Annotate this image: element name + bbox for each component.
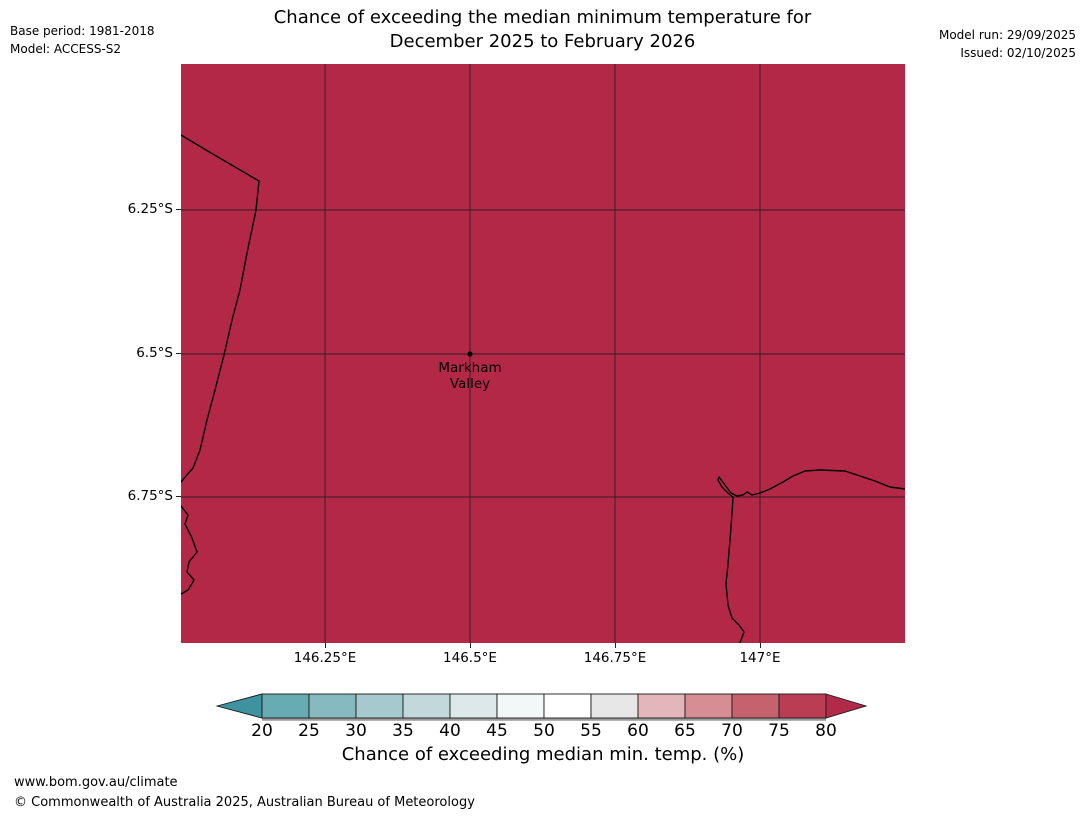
issued-note: Issued: 02/10/2025 (960, 46, 1076, 60)
colorbar-tick-label: 35 (392, 721, 414, 741)
lat-tick-6-75 (176, 496, 181, 497)
lat-tick-6-25 (176, 209, 181, 210)
annotation-top-right: Model run: 29/09/2025 Issued: 02/10/2025 (939, 26, 1076, 62)
colorbar-cell-45-50 (496, 693, 545, 719)
location-label-line1: Markham (438, 360, 501, 376)
colorbar-right-arrow (825, 693, 868, 719)
colorbar-cell-25-30 (308, 693, 357, 719)
colorbar (210, 690, 880, 724)
colorbar-tick-label: 40 (439, 721, 461, 741)
colorbar-tick-label: 65 (674, 721, 696, 741)
lon-tick-146-25 (325, 643, 326, 648)
lat-tick-6-5 (176, 353, 181, 354)
lat-tick-label-6-25: 6.25°S (127, 201, 173, 217)
colorbar-cell-65-70 (684, 693, 733, 719)
colorbar-title: Chance of exceeding median min. temp. (%… (341, 744, 745, 765)
colorbar-tick-label: 20 (251, 721, 273, 741)
colorbar-cell-55-60 (590, 693, 639, 719)
graticule (181, 64, 905, 643)
lon-tick-147 (760, 643, 761, 648)
colorbar-svg (215, 693, 868, 721)
lon-tick-label-146-25: 146.25°E (293, 650, 357, 666)
plot-title-line1: Chance of exceeding the median minimum t… (273, 7, 812, 28)
colorbar-cell-40-45 (449, 693, 498, 719)
colorbar-left-arrow (215, 693, 263, 719)
colorbar-tick-label: 75 (768, 721, 790, 741)
map-layers: Markham Valley (180, 64, 906, 648)
model-note: Model: ACCESS-S2 (10, 42, 122, 56)
footer-url: www.bom.gov.au/climate (14, 775, 178, 790)
location-label-line2: Valley (450, 376, 490, 392)
model-run-note: Model run: 29/09/2025 (938, 28, 1076, 42)
colorbar-tick-label: 60 (627, 721, 649, 741)
coastline-northwest (180, 134, 260, 483)
colorbar-cell-30-35 (355, 693, 404, 719)
lon-tick-label-147: 147°E (739, 650, 781, 666)
colorbar-tick-label: 80 (815, 721, 837, 741)
location-marker-dot (467, 351, 473, 357)
colorbar-cell-60-65 (637, 693, 686, 719)
annotation-top-left: Base period: 1981-2018 Model: ACCESS-S2 (10, 22, 155, 58)
colorbar-tick-label: 45 (486, 721, 508, 741)
lat-tick-label-6-75: 6.75°S (127, 488, 173, 504)
colorbar-cell-20-25 (261, 693, 310, 719)
footer-copyright: © Commonwealth of Australia 2025, Austra… (14, 795, 475, 810)
lon-tick-146-5 (470, 643, 471, 648)
coastline-southwest (180, 505, 198, 595)
lon-tick-label-146-75: 146.75°E (583, 650, 647, 666)
base-period-note: Base period: 1981-2018 (10, 24, 155, 38)
map-canvas: Markham Valley (180, 64, 906, 648)
lon-tick-label-146-5: 146.5°E (443, 650, 497, 666)
colorbar-tick-label: 70 (721, 721, 743, 741)
colorbar-tick-label: 25 (298, 721, 320, 741)
colorbar-cell-50-55 (543, 693, 592, 719)
colorbar-tick-label: 55 (580, 721, 602, 741)
lat-tick-label-6-5: 6.5°S (136, 345, 173, 361)
plot-title-line2: December 2025 to February 2026 (389, 31, 696, 52)
colorbar-cell-35-40 (402, 693, 451, 719)
colorbar-tick-label: 30 (345, 721, 367, 741)
colorbar-tick-label: 50 (533, 721, 555, 741)
colorbar-cell-75-80 (778, 693, 827, 719)
lon-tick-146-75 (615, 643, 616, 648)
colorbar-cells (261, 693, 827, 719)
colorbar-cell-70-75 (731, 693, 780, 719)
coastline-southeast-river (717, 469, 906, 648)
